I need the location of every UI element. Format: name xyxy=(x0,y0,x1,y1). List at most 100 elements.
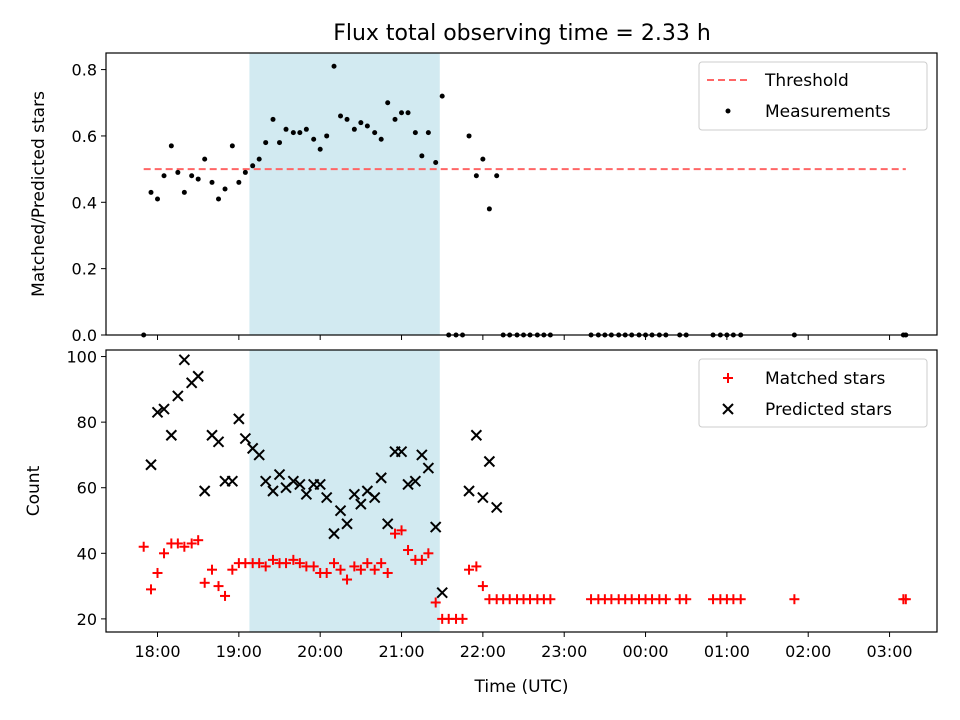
cross-stroke xyxy=(409,475,422,487)
predicted-point xyxy=(341,518,353,530)
legend: Matched stars Predicted stars xyxy=(698,358,928,428)
matched-point xyxy=(362,558,373,569)
cross-stroke xyxy=(192,370,204,382)
legend-predicted-swatch xyxy=(722,403,734,415)
predicted-point xyxy=(409,475,422,487)
measurement-point xyxy=(270,116,276,122)
matched-point xyxy=(789,594,800,605)
predicted-point xyxy=(368,491,381,504)
predicted-point xyxy=(436,586,448,599)
cross-stroke xyxy=(253,449,265,461)
measurement-point xyxy=(385,100,391,106)
predicted-point xyxy=(151,406,164,419)
measurement-point xyxy=(494,173,500,179)
predicted-point xyxy=(158,403,170,415)
plot-frame xyxy=(105,52,938,336)
cross-stroke xyxy=(300,488,313,500)
matched-point xyxy=(172,538,183,549)
matched-point xyxy=(416,554,427,565)
measurement-point xyxy=(277,140,283,146)
cross-stroke xyxy=(402,478,414,491)
cross-stroke xyxy=(267,485,279,497)
measurement-point xyxy=(209,179,215,185)
measurement-point xyxy=(486,206,492,212)
cross-stroke xyxy=(334,504,347,517)
matched-point xyxy=(288,554,299,565)
matched-point xyxy=(321,567,332,578)
cross-stroke xyxy=(287,475,300,487)
matched-point xyxy=(396,525,407,536)
matched-point xyxy=(681,594,692,605)
predicted-point xyxy=(294,478,306,491)
predicted-point xyxy=(483,455,496,468)
predicted-point xyxy=(165,429,178,441)
measurement-point xyxy=(338,113,344,119)
cross-stroke xyxy=(226,475,239,487)
legend-threshold-label: Threshold xyxy=(764,71,849,91)
measurement-point xyxy=(425,130,431,136)
measurement-point xyxy=(297,130,303,136)
predicted-point xyxy=(381,518,394,530)
matched-point xyxy=(186,538,197,549)
matched-point xyxy=(355,564,366,575)
measurement-point xyxy=(216,196,222,202)
cross-stroke xyxy=(158,403,170,415)
predicted-point xyxy=(145,459,157,471)
cross-stroke xyxy=(259,475,272,487)
matched-point xyxy=(349,561,360,572)
cross-stroke xyxy=(722,403,734,415)
legend-matched-label: Matched stars xyxy=(765,369,885,389)
matched-point xyxy=(254,558,265,569)
measurement-point xyxy=(303,126,309,132)
predicted-point xyxy=(287,475,300,487)
x-tick-label: 01:00 xyxy=(704,642,750,661)
cross-stroke xyxy=(436,586,448,599)
measurement-point xyxy=(317,146,323,152)
matched-point xyxy=(146,584,157,595)
matched-point xyxy=(382,567,393,578)
matched-point xyxy=(335,564,346,575)
matched-point xyxy=(179,541,190,552)
cross-stroke xyxy=(375,472,387,484)
cross-stroke xyxy=(416,449,428,461)
measurement-point xyxy=(364,123,370,129)
cross-stroke xyxy=(355,498,367,510)
x-tick-label: 21:00 xyxy=(378,642,424,661)
matched-point xyxy=(464,564,475,575)
predicted-point xyxy=(192,370,204,382)
predicted-point xyxy=(212,436,225,448)
x-tick-label: 02:00 xyxy=(785,642,831,661)
predicted-point xyxy=(239,432,252,445)
legend-plus xyxy=(723,373,733,383)
measurement-point xyxy=(263,140,269,146)
cross-stroke xyxy=(463,485,475,497)
measurement-point xyxy=(324,133,330,139)
matched-point xyxy=(376,558,387,569)
cross-stroke xyxy=(198,485,211,497)
y-tick-label: 40 xyxy=(77,544,97,563)
x-tick-label: 22:00 xyxy=(460,642,506,661)
legend-measurements-label: Measurements xyxy=(765,102,891,122)
cross-stroke xyxy=(368,491,381,504)
cross-stroke xyxy=(165,429,178,441)
x-tick-label: 03:00 xyxy=(866,642,912,661)
count-series xyxy=(138,354,911,624)
predicted-point xyxy=(402,478,414,491)
cross-stroke xyxy=(483,455,496,468)
measurement-point xyxy=(229,143,235,149)
measurement-point xyxy=(331,63,337,69)
predicted-point xyxy=(328,527,340,540)
cross-stroke xyxy=(314,478,326,491)
measurement-point xyxy=(256,156,262,162)
matched-point xyxy=(199,577,210,588)
predicted-point xyxy=(395,445,408,458)
cross-stroke xyxy=(178,354,191,366)
predicted-point xyxy=(320,491,333,504)
cross-stroke xyxy=(348,488,361,500)
matched-point xyxy=(207,564,218,575)
cross-stroke xyxy=(246,442,259,455)
cross-stroke xyxy=(395,445,408,458)
cross-stroke xyxy=(477,491,489,504)
predicted-point xyxy=(334,504,347,517)
matched-point xyxy=(281,558,292,569)
